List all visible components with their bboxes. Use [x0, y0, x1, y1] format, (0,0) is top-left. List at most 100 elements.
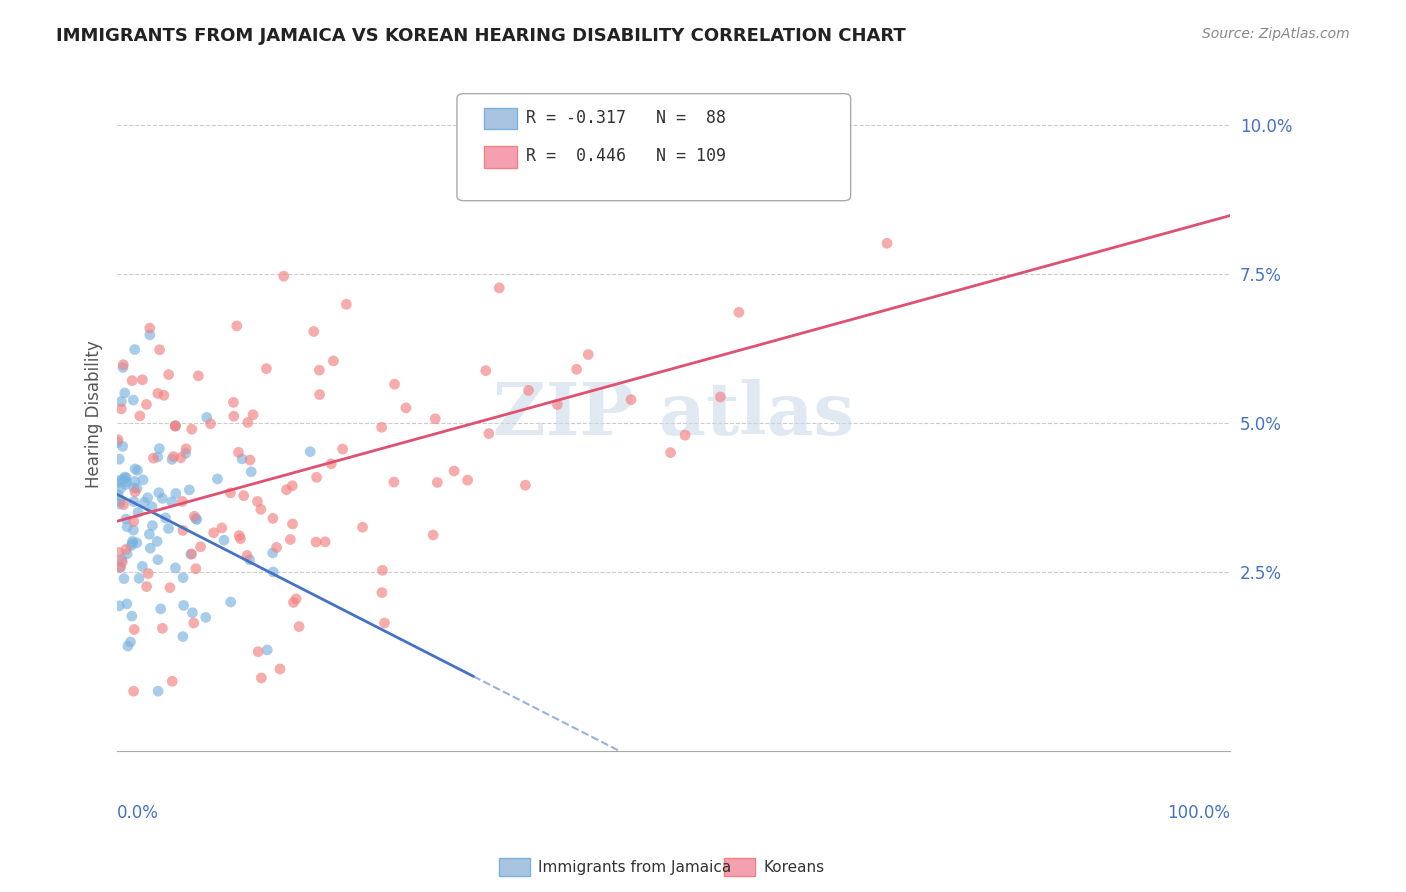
Point	[148, 442, 170, 456]
Point	[219, 486, 242, 500]
Point	[128, 409, 150, 423]
Point	[127, 505, 149, 519]
Point	[141, 518, 163, 533]
Point	[107, 487, 129, 501]
Point	[232, 489, 254, 503]
Point	[371, 585, 394, 599]
Point	[620, 392, 643, 407]
Point	[139, 541, 162, 556]
Point	[305, 535, 328, 549]
Point	[180, 547, 202, 561]
Point	[146, 552, 169, 566]
Point	[121, 609, 143, 624]
Point	[115, 471, 138, 485]
Point	[172, 494, 194, 508]
Point	[254, 361, 277, 376]
Point	[222, 409, 245, 424]
Point	[184, 511, 207, 525]
Point	[108, 560, 131, 574]
Point	[165, 561, 187, 575]
Point	[186, 512, 208, 526]
Point	[146, 386, 169, 401]
Point	[127, 463, 149, 477]
Point	[229, 532, 252, 546]
Point	[457, 473, 479, 487]
Point	[135, 580, 157, 594]
Point	[131, 559, 153, 574]
Point	[269, 662, 291, 676]
Text: 100.0%: 100.0%	[1167, 805, 1230, 822]
Point	[122, 523, 145, 537]
Point	[111, 555, 134, 569]
Text: IMMIGRANTS FROM JAMAICA VS KOREAN HEARING DISABILITY CORRELATION CHART: IMMIGRANTS FROM JAMAICA VS KOREAN HEARIN…	[56, 27, 905, 45]
Point	[150, 491, 173, 506]
Point	[134, 495, 156, 509]
Point	[673, 428, 696, 442]
Point	[211, 521, 233, 535]
Point	[108, 494, 131, 508]
Point	[299, 444, 322, 458]
Point	[117, 639, 139, 653]
Point	[250, 502, 273, 516]
Point	[120, 539, 142, 553]
Point	[146, 684, 169, 698]
Point	[384, 377, 406, 392]
Point	[155, 511, 177, 525]
Point	[262, 546, 284, 560]
Point	[110, 482, 132, 496]
Point	[114, 386, 136, 401]
Point	[107, 475, 129, 490]
Point	[256, 643, 278, 657]
Point	[228, 528, 250, 542]
Point	[565, 362, 588, 376]
Point	[180, 547, 202, 561]
Point	[228, 445, 250, 459]
Point	[110, 394, 132, 409]
Point	[107, 545, 129, 559]
Point	[107, 433, 129, 447]
Point	[142, 451, 165, 466]
Point	[160, 452, 183, 467]
Point	[108, 473, 131, 487]
Point	[132, 473, 155, 487]
Point	[250, 671, 273, 685]
Point	[121, 534, 143, 549]
Point	[195, 410, 218, 425]
Text: ZIP atlas: ZIP atlas	[494, 378, 855, 450]
Point	[115, 475, 138, 489]
Point	[172, 571, 194, 585]
Point	[709, 390, 731, 404]
Point	[115, 519, 138, 533]
Point	[659, 445, 682, 459]
Point	[262, 565, 284, 579]
Point	[107, 435, 129, 450]
Point	[576, 347, 599, 361]
Point	[139, 327, 162, 342]
Point	[124, 484, 146, 499]
Point	[276, 483, 298, 497]
Point	[194, 610, 217, 624]
Point	[236, 549, 259, 563]
Point	[141, 500, 163, 514]
Point	[262, 511, 284, 525]
Point	[114, 470, 136, 484]
Point	[160, 674, 183, 689]
Point	[180, 422, 202, 436]
Text: Immigrants from Jamaica: Immigrants from Jamaica	[538, 860, 731, 874]
Point	[181, 606, 204, 620]
Point	[157, 368, 180, 382]
Point	[179, 483, 201, 497]
Point	[121, 374, 143, 388]
Point	[165, 419, 187, 434]
Point	[302, 325, 325, 339]
Point	[352, 520, 374, 534]
Point	[110, 401, 132, 416]
Point	[202, 525, 225, 540]
Point	[285, 591, 308, 606]
Point	[114, 477, 136, 491]
Point	[236, 416, 259, 430]
Point	[314, 534, 336, 549]
Point	[122, 684, 145, 698]
Point	[172, 524, 194, 538]
Point	[111, 439, 134, 453]
